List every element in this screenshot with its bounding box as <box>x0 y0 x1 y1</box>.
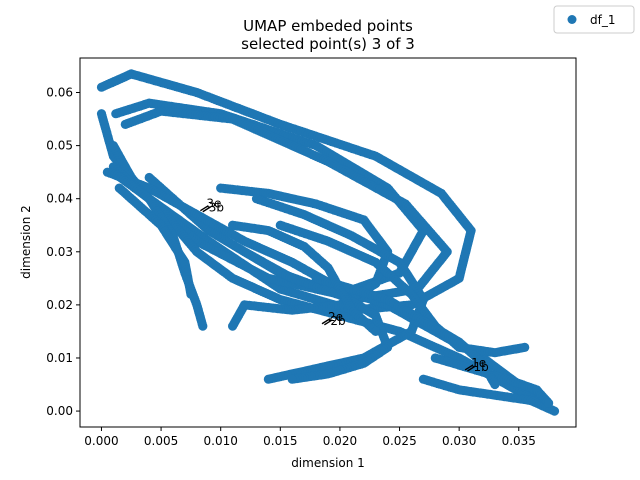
x-tick-label: 0.035 <box>502 434 536 448</box>
point-annotation: 3b <box>209 201 224 215</box>
annotation-arrow <box>464 364 474 371</box>
legend: df_1 <box>553 5 635 34</box>
y-tick-label: 0.03 <box>46 245 73 259</box>
scatter-point <box>490 379 500 390</box>
x-tick-label: 0.005 <box>144 434 178 448</box>
annotation-arrow <box>467 365 476 372</box>
plot-frame <box>79 57 577 428</box>
x-axis-ticks: 0.000 0.005 0.010 0.015 0.020 0.025 0.030 0.035 <box>84 427 536 448</box>
legend-marker <box>567 15 577 24</box>
annotation-arrow <box>321 318 331 325</box>
scatter-point <box>228 321 238 331</box>
scatter-point <box>520 342 530 352</box>
point-annotation: 2b <box>330 314 345 328</box>
scatter-point <box>287 374 297 384</box>
y-tick-label: 0.02 <box>46 298 73 312</box>
y-tick-label: 0.05 <box>46 139 73 153</box>
chart-subtitle: selected point(s) 3 of 3 <box>241 35 415 53</box>
point-annotation: 1b <box>473 360 488 374</box>
x-tick-label: 0.000 <box>84 434 118 448</box>
scatter-point <box>186 289 196 299</box>
y-tick-label: 0.00 <box>46 404 73 418</box>
y-axis-ticks: 0.00 0.01 0.02 0.03 0.04 0.05 0.06 <box>46 86 80 418</box>
y-tick-label: 0.04 <box>46 192 73 206</box>
annotation-arrow <box>324 319 333 326</box>
legend-label: df_1 <box>590 13 615 27</box>
annotation-arrow <box>202 206 212 213</box>
x-tick-label: 0.010 <box>204 434 238 448</box>
x-tick-label: 0.025 <box>382 434 416 448</box>
chart-title: UMAP embeded points <box>243 17 413 35</box>
scatter-point <box>549 406 560 416</box>
x-tick-label: 0.020 <box>323 434 357 448</box>
scatter-point <box>263 374 273 384</box>
scatter-point <box>198 321 208 331</box>
annotation-arrow <box>200 205 209 212</box>
x-axis-label: dimension 1 <box>291 456 365 470</box>
legend-box <box>553 5 635 34</box>
scatter-point <box>108 141 118 151</box>
scatter-point <box>144 172 154 183</box>
scatter-point <box>371 326 381 336</box>
y-axis-label: dimension 2 <box>19 205 33 279</box>
scatter-points <box>96 69 560 416</box>
y-tick-label: 0.06 <box>46 86 73 100</box>
y-tick-label: 0.01 <box>46 351 73 365</box>
x-tick-label: 0.030 <box>442 434 476 448</box>
scatter-point <box>544 398 554 408</box>
scatter-point <box>96 109 107 119</box>
x-tick-label: 0.015 <box>263 434 297 448</box>
